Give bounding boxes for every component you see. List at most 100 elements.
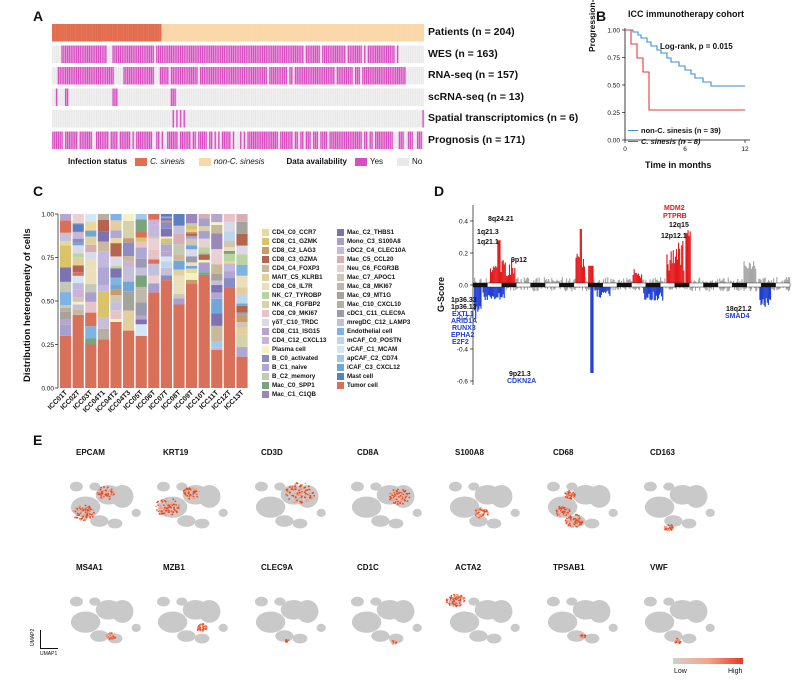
gistic-amp-bar [689, 231, 691, 285]
heatmap-cell [343, 45, 346, 63]
heatmap-cell [378, 131, 381, 149]
umap-expr-dot [165, 514, 167, 517]
gistic-amp-bar [693, 280, 695, 285]
heatmap-cell [402, 67, 405, 85]
heatmap-cell [345, 67, 348, 85]
heatmap-cell [185, 24, 188, 42]
heatmap-cell [61, 24, 64, 42]
stacked-bar-segment [135, 289, 147, 303]
umap-cluster [89, 482, 101, 491]
stacked-bar-segment [85, 344, 97, 388]
umap-expr-dot [392, 499, 394, 502]
heatmap-cell [281, 24, 284, 42]
gistic-amp-bar [723, 277, 725, 285]
umap-expr-dot [159, 510, 161, 512]
gistic-amp-bar [501, 261, 503, 285]
umap-expr-dot [563, 510, 566, 513]
umap-expr-dot [482, 513, 485, 516]
umap-expr-dot [480, 514, 483, 517]
heatmap-cell [254, 131, 257, 149]
heatmap-cell [259, 67, 262, 85]
heatmap-cell [391, 131, 394, 149]
stacked-bar-segment [148, 236, 160, 239]
umap-expr-dot [301, 501, 304, 504]
heatmap-cell [320, 67, 323, 85]
heatmap-cell [418, 131, 421, 149]
heatmap-cell [274, 67, 277, 85]
umap-expr-dot [83, 519, 85, 522]
gistic-del-bar [653, 285, 655, 301]
gistic-amp-bar [561, 277, 563, 285]
umap-cluster [255, 496, 286, 518]
km-legend-line-cs [628, 140, 638, 143]
umap-cluster [194, 518, 210, 529]
stacked-legend-swatch [337, 247, 344, 254]
heatmap-cell [185, 131, 188, 149]
stacked-bar-segment [97, 251, 109, 268]
umap-cluster [681, 518, 697, 529]
umap-expr-dot [286, 488, 289, 491]
heatmap-cell [161, 24, 164, 42]
umap-cluster [370, 597, 382, 606]
heatmap-cell [79, 67, 82, 85]
gistic-del-bar [712, 285, 715, 290]
umap-expr-dot [190, 489, 193, 492]
gistic-peak-label: CDKN2A [507, 378, 537, 385]
stacked-legend-label: Plasma cell [272, 346, 306, 353]
umap-expr-dot [111, 488, 114, 491]
chromosome-band [746, 282, 762, 288]
umap-cluster [177, 630, 196, 642]
heatmap-cell [227, 131, 230, 149]
heatmap-cell [358, 131, 361, 149]
umap-expr-dot [456, 604, 458, 607]
gscore-ytick: -0.6 [457, 379, 469, 386]
umap-feature-plot [254, 481, 326, 529]
gistic-peak-label: 8q24.21 [488, 216, 514, 223]
gistic-del-bar [607, 285, 609, 291]
gistic-amp-bar [699, 277, 701, 285]
gistic-del-bar [534, 285, 536, 292]
gistic-peak-label: SMAD4 [725, 313, 750, 320]
stacked-bar-segment [72, 224, 84, 232]
stacked-legend-swatch [262, 346, 269, 353]
gistic-amp-bar [632, 274, 634, 285]
gistic-del-bar [533, 285, 535, 292]
stacked-legend-label: γδT_C10_TRDC [272, 319, 319, 326]
umap-feature-plot [254, 596, 326, 644]
umap-expr-dot [557, 508, 559, 511]
km-legend-cs: C. sinesis (n = 8) [641, 137, 701, 146]
gistic-del-bar [482, 285, 484, 293]
heatmap-cell [132, 45, 135, 63]
heatmap-cell [378, 67, 381, 85]
stacked-bar-segment [60, 232, 72, 241]
heatmap-cell [316, 24, 319, 42]
umap-cluster [292, 633, 308, 644]
heatmap-cell [374, 45, 377, 63]
umap-expr-dot [288, 486, 291, 489]
umap-expr-dot [84, 519, 87, 521]
umap-expr-dot [395, 498, 398, 501]
gistic-del-bar [719, 285, 721, 290]
heatmap-cell [72, 24, 75, 42]
stacked-bar-segment [173, 225, 185, 234]
umap-expr-dot [195, 492, 198, 495]
umap-expr-dot [562, 505, 565, 508]
umap-expr-dot [477, 511, 480, 514]
umap-expr-dot [156, 501, 159, 504]
heatmap-cell [179, 110, 182, 128]
heatmap-cell [383, 131, 386, 149]
gistic-del-bar [671, 285, 673, 290]
panel-e-letter: E [33, 432, 43, 448]
umap-expr-dot [573, 523, 576, 526]
gistic-del-bar [509, 285, 512, 291]
umap-cluster [350, 481, 364, 492]
panel-a-row-label: scRNA-seq (n = 13) [428, 90, 524, 103]
heatmap-cell [305, 24, 308, 42]
umap-expr-dot [173, 508, 175, 510]
umap-expr-dot [108, 488, 111, 491]
heatmap-cell [188, 45, 191, 63]
heatmap-cell [338, 67, 341, 85]
umap-cluster [546, 596, 560, 607]
heatmap-cell [363, 131, 366, 149]
gistic-amp-bar [589, 265, 591, 285]
